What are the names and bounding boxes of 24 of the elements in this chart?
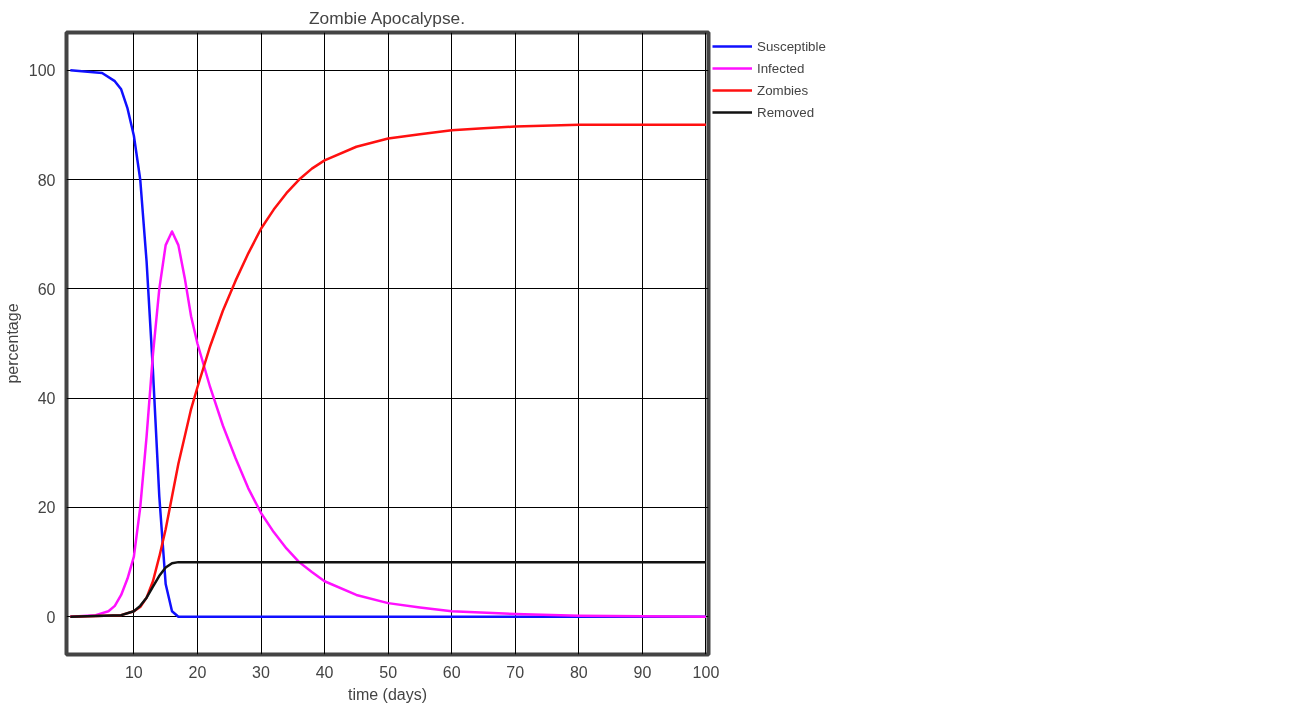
x-tick-label: 80 <box>569 663 588 681</box>
legend-label: Susceptible <box>757 38 826 54</box>
x-tick-label: 30 <box>252 663 271 681</box>
x-tick-label: 10 <box>124 663 143 681</box>
x-tick-label: 50 <box>379 663 398 681</box>
y-tick-label: 100 <box>28 62 56 80</box>
y-tick-label: 80 <box>37 171 56 189</box>
y-tick-label: 40 <box>37 390 56 408</box>
y-tick-label: 0 <box>46 608 56 626</box>
legend-label: Zombies <box>757 82 809 98</box>
x-axis-title: time (days) <box>347 685 428 703</box>
x-tick-label: 40 <box>315 663 334 681</box>
legend-label: Infected <box>757 60 805 76</box>
x-tick-label: 90 <box>633 663 652 681</box>
line-series <box>69 560 708 619</box>
y-tick-label: 60 <box>37 280 56 298</box>
x-tick-label: 20 <box>188 663 207 681</box>
x-tick-label: 60 <box>442 663 461 681</box>
x-tick-label: 100 <box>692 663 720 681</box>
x-tick-label: 70 <box>506 663 525 681</box>
y-tick-label: 20 <box>37 499 56 517</box>
chart-title: Zombie Apocalypse. <box>309 7 466 28</box>
y-axis-title: percentage <box>3 303 21 384</box>
legend-label: Removed <box>757 104 815 120</box>
